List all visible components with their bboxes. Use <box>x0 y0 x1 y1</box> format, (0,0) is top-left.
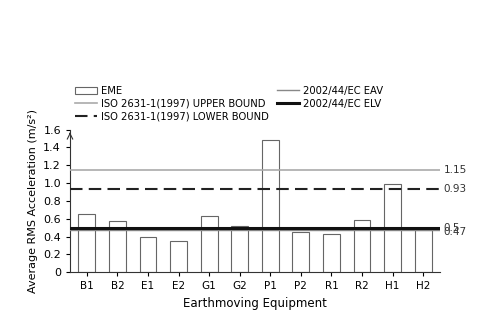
Legend: EME, ISO 2631-1(1997) UPPER BOUND, ISO 2631-1(1997) LOWER BOUND, 2002/44/EC EAV,: EME, ISO 2631-1(1997) UPPER BOUND, ISO 2… <box>75 86 383 122</box>
X-axis label: Earthmoving Equipment: Earthmoving Equipment <box>183 297 327 310</box>
Text: 0.93: 0.93 <box>444 184 467 194</box>
Bar <box>109 221 126 272</box>
Bar <box>170 241 187 272</box>
Text: 0.5: 0.5 <box>444 223 460 233</box>
Bar <box>140 237 156 272</box>
Text: 1.15: 1.15 <box>444 165 467 175</box>
Bar <box>415 230 432 272</box>
Text: 0.47: 0.47 <box>444 227 467 237</box>
Bar <box>354 220 370 272</box>
Bar <box>200 216 218 272</box>
Bar <box>262 140 278 272</box>
Bar <box>292 232 310 272</box>
Bar <box>384 184 401 272</box>
Y-axis label: Average RMS Acceleration (m/s²): Average RMS Acceleration (m/s²) <box>28 109 38 293</box>
Bar <box>232 226 248 272</box>
Bar <box>78 214 95 272</box>
Bar <box>323 234 340 272</box>
